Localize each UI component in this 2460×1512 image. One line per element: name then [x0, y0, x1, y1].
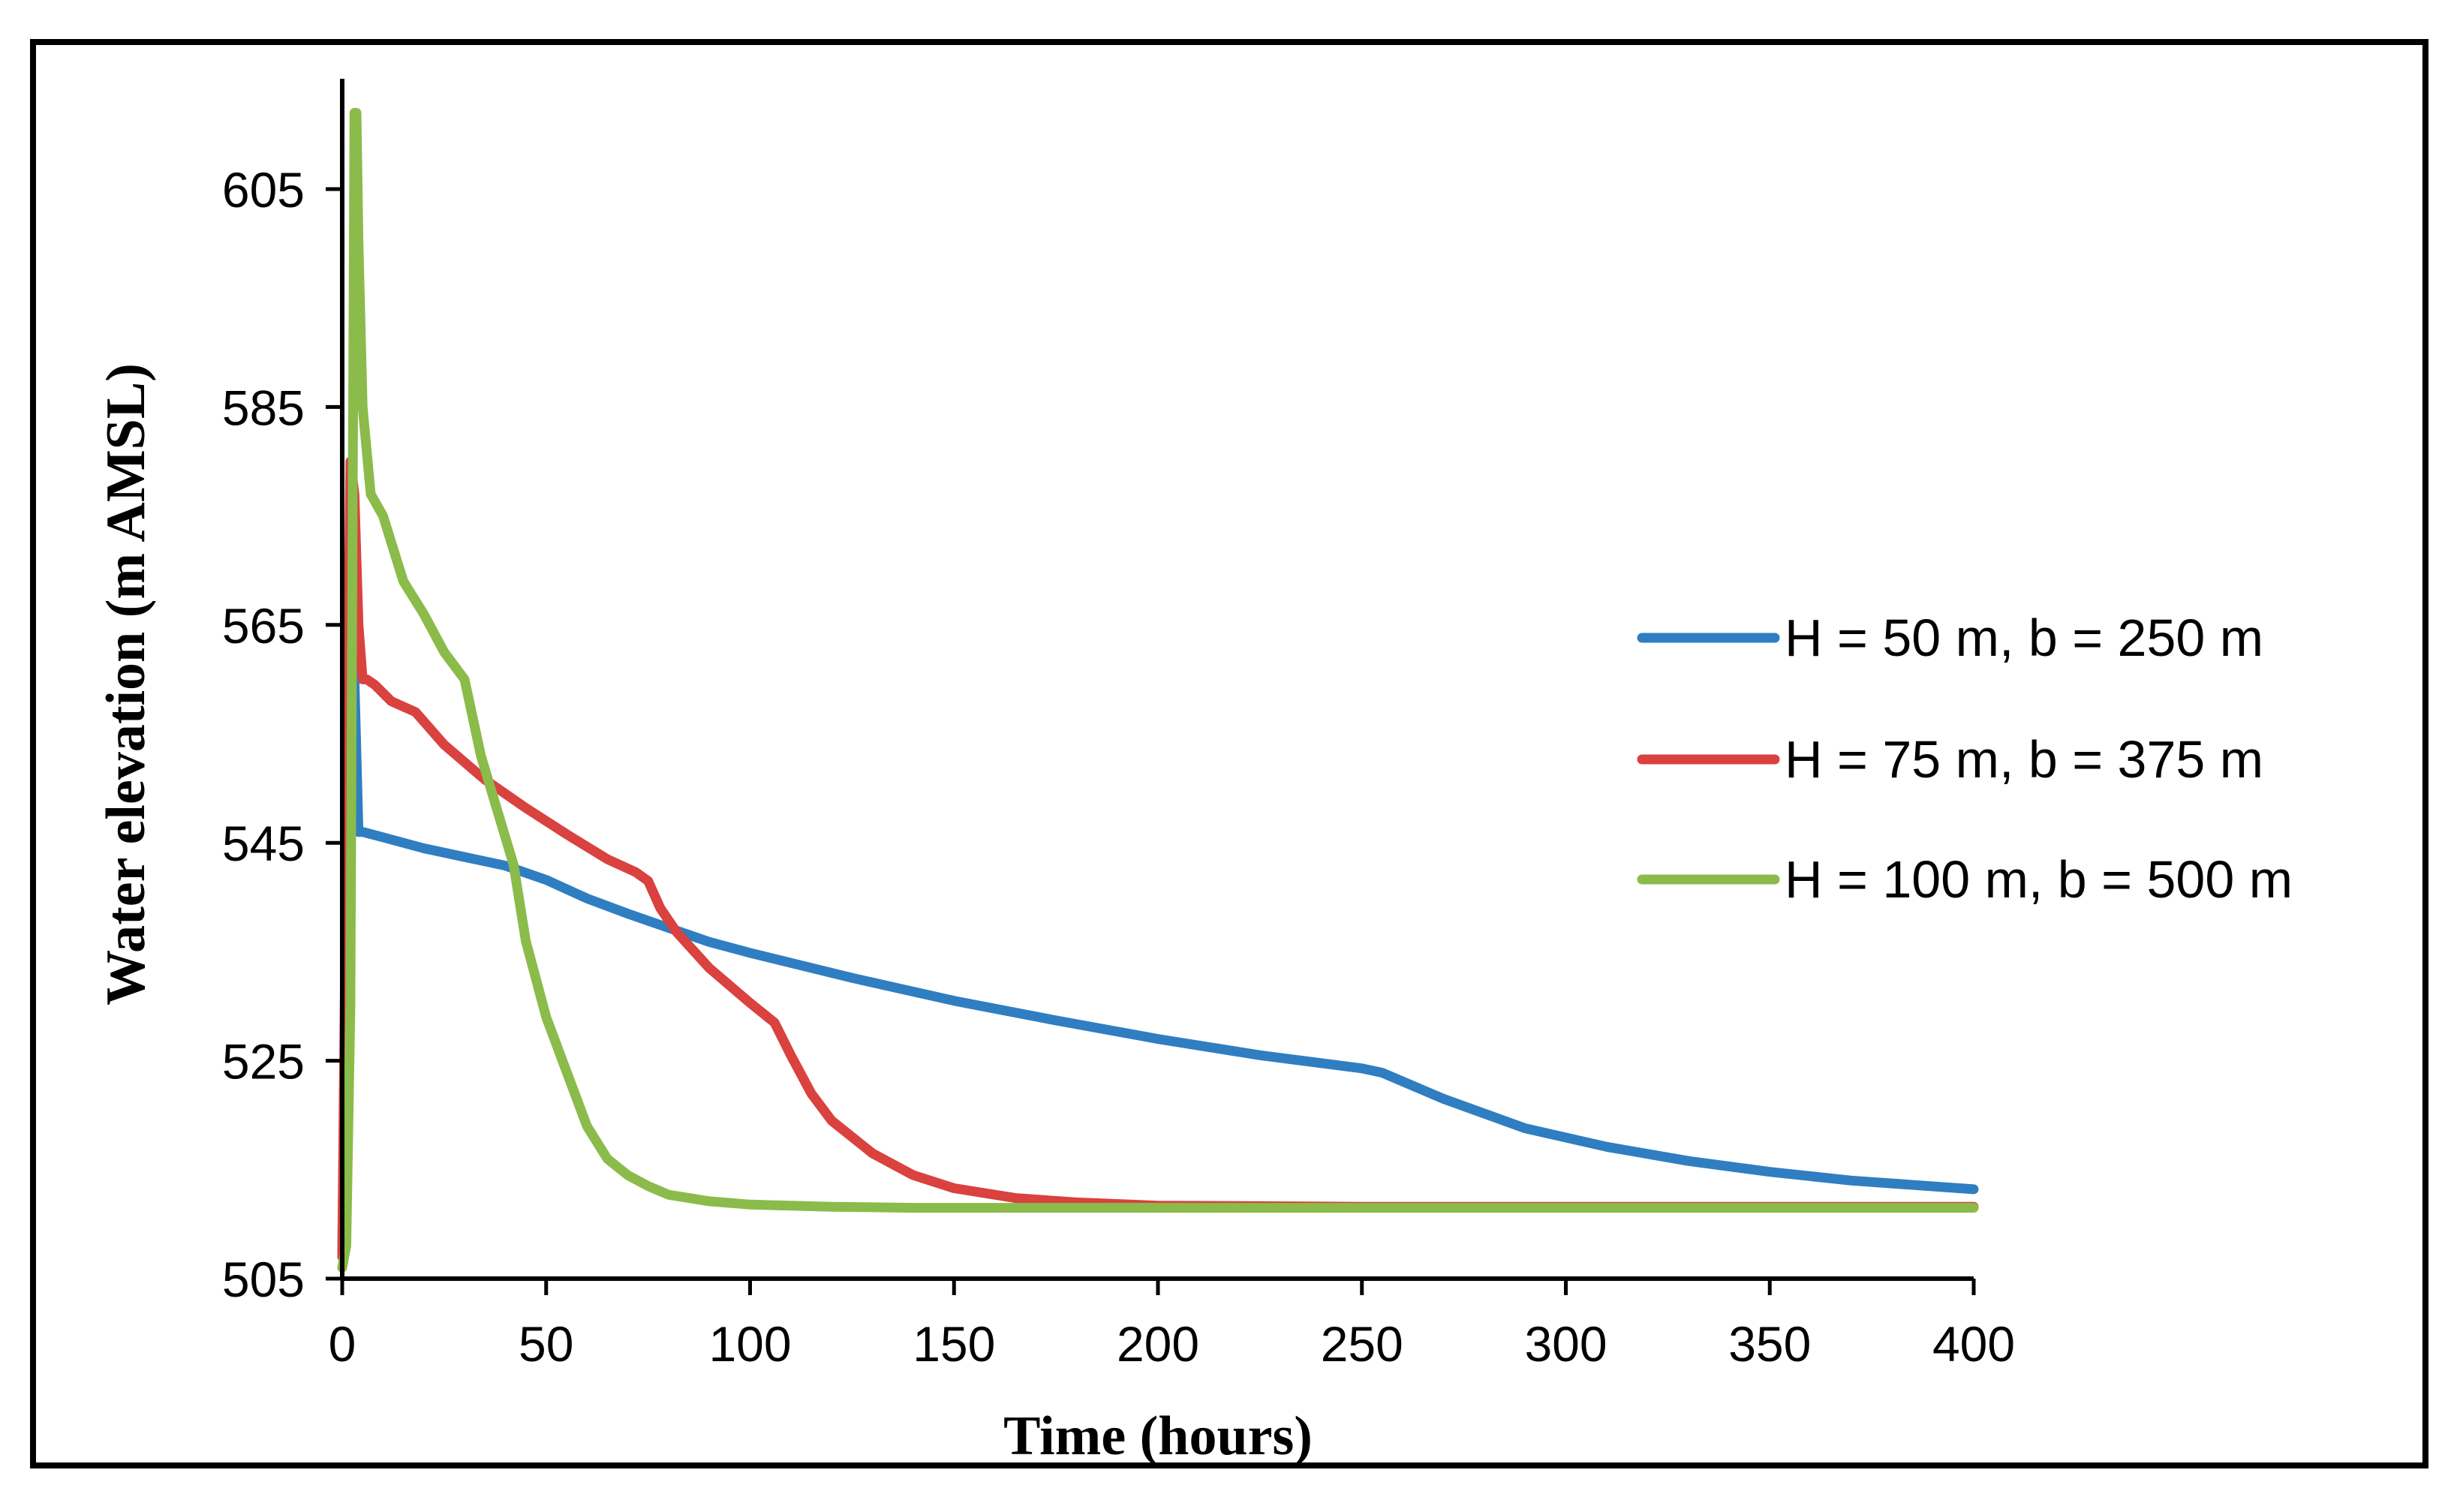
- x-tick-label: 400: [1932, 1316, 2015, 1372]
- axes-layer: [340, 79, 1974, 1281]
- x-tick-label: 300: [1524, 1316, 1607, 1372]
- x-tick-label: 0: [329, 1316, 356, 1372]
- series-line-3: [337, 107, 1979, 1273]
- chart-frame: [30, 39, 2428, 1468]
- ticks-layer: 0 50 100 150 200 250 300 350 400 505 525 545 565 585 6…: [222, 162, 2015, 1372]
- y-tick-label: 605: [222, 162, 305, 218]
- x-tick-label: 150: [913, 1316, 995, 1372]
- y-axis-title: Water elevation (m AMSL): [95, 363, 157, 1005]
- x-axis-title: Time (hours): [1003, 1405, 1313, 1467]
- y-tick-label: 545: [222, 816, 305, 871]
- series-line-2: [337, 456, 1979, 1262]
- x-tick-label: 100: [708, 1316, 791, 1372]
- series-layer: [337, 107, 1979, 1273]
- y-tick-label: 585: [222, 380, 305, 435]
- legend-label-1: H = 50 m, b = 250 m: [1785, 609, 2263, 667]
- y-tick-label: 525: [222, 1034, 305, 1090]
- legend-label-3: H = 100 m, b = 500 m: [1785, 850, 2293, 909]
- x-tick-label: 350: [1728, 1316, 1811, 1372]
- y-tick-label: 505: [222, 1252, 305, 1307]
- legend-label-2: H = 75 m, b = 375 m: [1785, 730, 2263, 789]
- series-line-1: [337, 511, 1979, 1262]
- x-tick-label: 200: [1117, 1316, 1199, 1372]
- legend: H = 50 m, b = 250 m H = 75 m, b = 375 m H …: [1637, 609, 2293, 909]
- x-tick-label: 250: [1321, 1316, 1403, 1372]
- x-tick-label: 50: [519, 1316, 573, 1372]
- y-tick-label: 565: [222, 598, 305, 654]
